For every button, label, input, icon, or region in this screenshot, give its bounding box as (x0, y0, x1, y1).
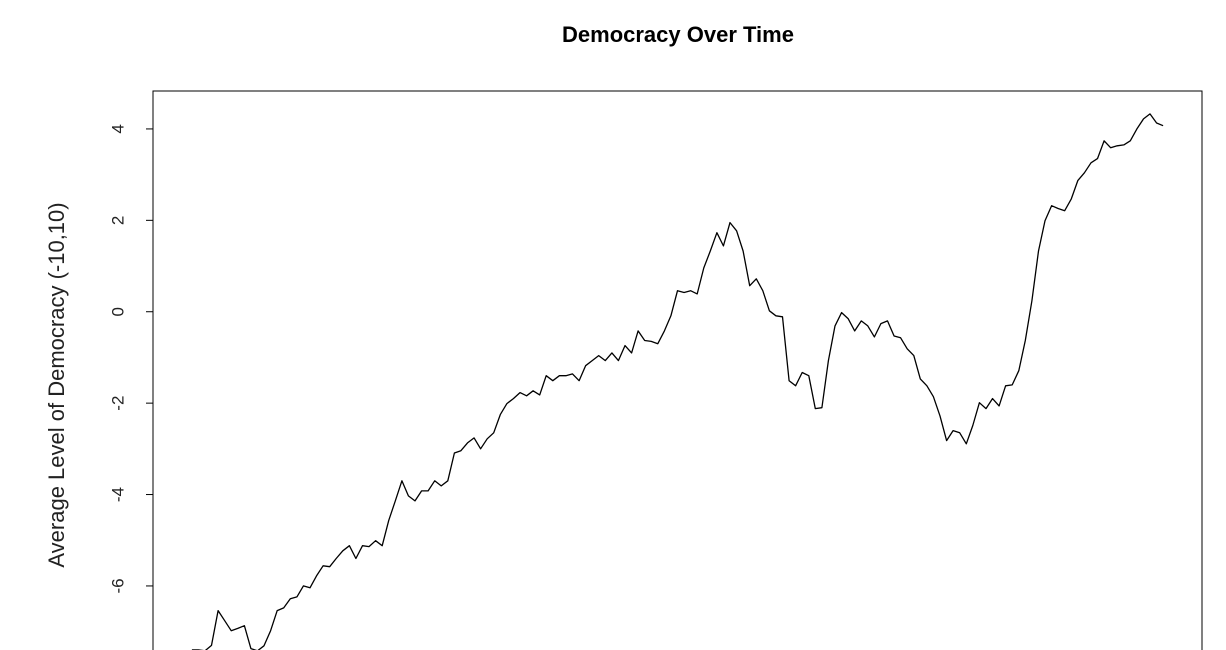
plot-frame (152, 90, 1203, 650)
y-tick-label: -6 (108, 578, 127, 593)
data-line (191, 113, 1164, 650)
chart-title: Democracy Over Time (562, 22, 794, 47)
y-axis-label: Average Level of Democracy (-10,10) (44, 202, 69, 567)
y-tick-label: -2 (108, 396, 127, 411)
y-tick-label: 2 (108, 216, 127, 225)
y-tick-label: -4 (108, 487, 127, 502)
y-tick-label: 4 (108, 124, 127, 133)
y-tick-label: 0 (108, 307, 127, 316)
